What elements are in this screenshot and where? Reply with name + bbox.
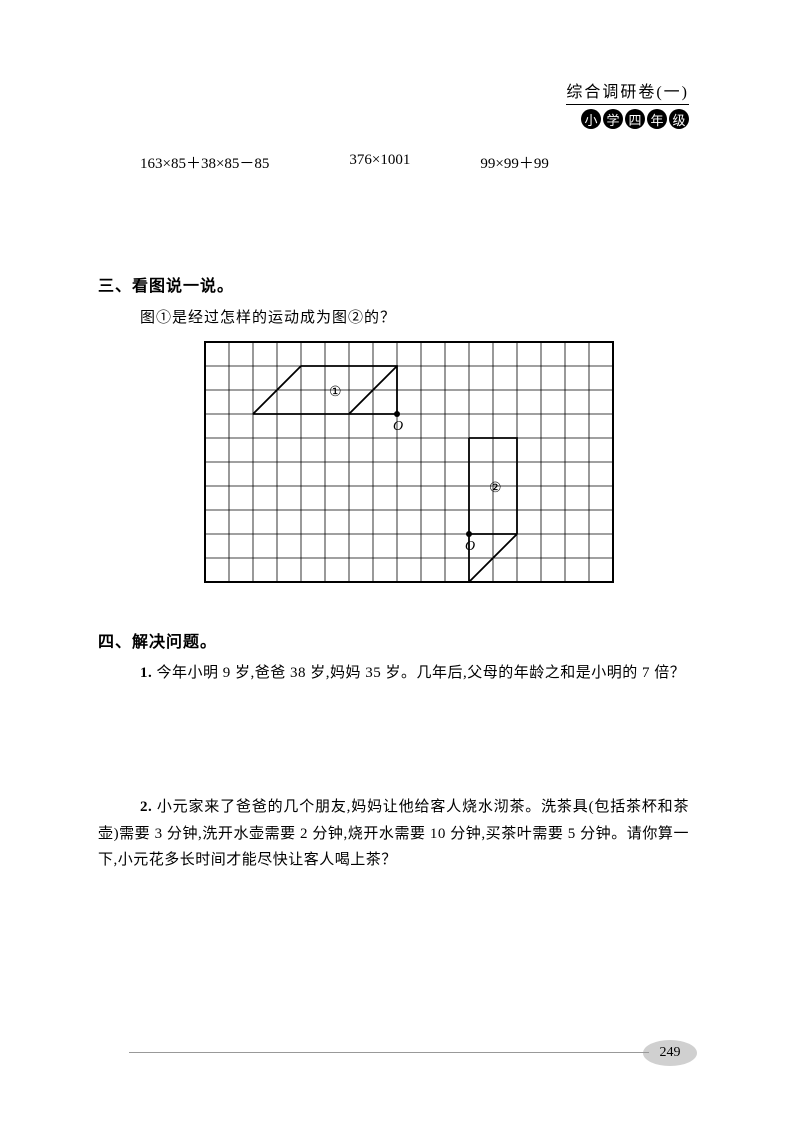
problem-2-number: 2. (140, 799, 152, 815)
section-3: 三、看图说一说。 图①是经过怎样的运动成为图②的？ ① O ② O (98, 272, 689, 588)
grade-char: 小 (581, 109, 601, 129)
problem-1: 1. 今年小明 9 岁,爸爸 38 岁,妈妈 35 岁。几年后,父母的年龄之和是… (98, 660, 689, 686)
section-4: 四、解决问题。 1. 今年小明 9 岁,爸爸 38 岁,妈妈 35 岁。几年后,… (98, 628, 689, 873)
paper-title: 综合调研卷(一) (566, 78, 689, 105)
svg-text:O: O (393, 419, 403, 434)
grid-svg: ① O ② O (204, 341, 614, 583)
page-header: 综合调研卷(一) 小 学 四 年 级 (566, 78, 689, 129)
expression-3: 99×99＋99 (480, 152, 548, 173)
section-3-question: 图①是经过怎样的运动成为图②的？ (140, 306, 689, 327)
section-3-heading: 三、看图说一说。 (98, 272, 689, 296)
problem-2: 2. 小元家来了爸爸的几个朋友,妈妈让他给客人烧水沏茶。洗茶具(包括茶杯和茶壶)… (98, 794, 689, 873)
grade-badges: 小 学 四 年 级 (566, 109, 689, 129)
svg-text:①: ① (329, 385, 342, 400)
grid-diagram: ① O ② O (204, 341, 689, 588)
problem-2-text: 小元家来了爸爸的几个朋友,妈妈让他给客人烧水沏茶。洗茶具(包括茶杯和茶壶)需要 … (98, 799, 689, 868)
svg-text:②: ② (489, 481, 502, 496)
footer-line (129, 1052, 649, 1053)
grade-char: 年 (647, 109, 667, 129)
problem-1-text: 今年小明 9 岁,爸爸 38 岁,妈妈 35 岁。几年后,父母的年龄之和是小明的… (152, 665, 685, 681)
expression-1: 163×85＋38×85－85 (140, 152, 269, 173)
section-4-heading: 四、解决问题。 (98, 628, 689, 652)
problem-1-number: 1. (140, 665, 152, 681)
page-number: 249 (643, 1040, 697, 1066)
math-expressions-row: 163×85＋38×85－85 376×1001 99×99＋99 (140, 152, 689, 173)
grade-char: 四 (625, 109, 645, 129)
grade-char: 级 (669, 109, 689, 129)
svg-text:O: O (465, 539, 475, 554)
page-number-oval: 249 (643, 1040, 697, 1066)
grade-char: 学 (603, 109, 623, 129)
expression-2: 376×1001 (349, 152, 410, 173)
